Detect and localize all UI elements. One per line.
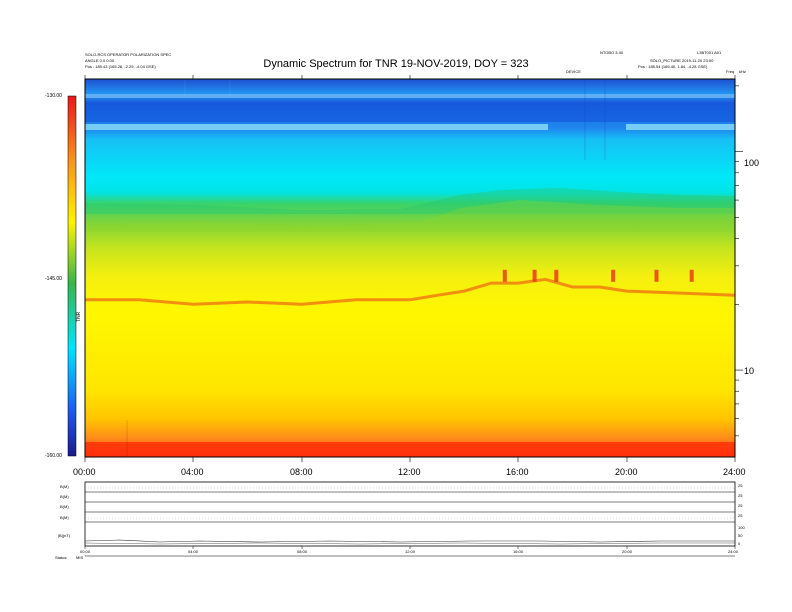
burst-mark-5 [689, 269, 694, 282]
lower-row-label-1: B(M) [60, 494, 69, 499]
lower-panel [84, 481, 736, 557]
header-left-line2: ANGLE 0.0 0.00 [85, 58, 115, 63]
lower-x-tick-0: 00:00 [80, 549, 91, 554]
header-right-line3: Pos : 185.54 (165.40, 1.84, -4.28 GSE) [638, 64, 708, 69]
lower-x-tick-4: 16:00 [513, 549, 524, 554]
header-right-top-a: NTOBO 3.40 [600, 50, 624, 55]
lower-x-tick-6: 24:00 [728, 549, 739, 554]
burst-mark-1 [532, 269, 537, 282]
burst-mark-0 [502, 269, 507, 282]
lower-right-tick-0: 25 [738, 483, 743, 488]
status-value: MIS [76, 555, 84, 560]
x-tick-0: 00:00 [73, 467, 96, 477]
header-left-line1: SOLO-RCS OPERATOR POLARIZATION SPEC [85, 52, 172, 57]
lower-right-tick-2: 25 [738, 503, 743, 508]
header-right-line5: kHz [739, 69, 746, 74]
lower-right-tick-5: 50 [738, 533, 743, 538]
header-right-top-b: L3BT001 A01 [697, 50, 722, 55]
x-tick-6: 24:00 [723, 467, 746, 477]
header-mid-small: DEVICE [566, 69, 581, 74]
chart-title: Dynamic Spectrum for TNR 19-NOV-2019, DO… [263, 58, 529, 70]
lower-row-label-2: B(M) [60, 504, 69, 509]
status-label: Status: [55, 555, 68, 560]
x-tick-2: 08:00 [290, 467, 313, 477]
lower-row-label-3: B(M) [60, 515, 69, 520]
lower-x-tick-3: 12:00 [405, 549, 416, 554]
plasma-line [85, 277, 736, 306]
lower-right-tick-4: 100 [738, 525, 745, 530]
colorbar-tick-top: -130.00 [45, 93, 62, 99]
burst-mark-2 [554, 269, 559, 282]
header-right-line4: Freq [726, 69, 735, 74]
lower-right-tick-6: 0 [738, 541, 741, 546]
burst-mark-3 [611, 269, 616, 282]
colorbar [67, 95, 77, 457]
x-tick-5: 20:00 [615, 467, 638, 477]
lower-x-tick-2: 08:00 [297, 549, 308, 554]
header-right-line2: SOLO_PICTURE 2019-11-20 23:00 [650, 58, 714, 63]
y-tick-100: 100 [744, 158, 760, 168]
lower-right-tick-1: 25 [738, 493, 743, 498]
x-tick-3: 12:00 [398, 467, 421, 477]
spectrogram [85, 79, 736, 457]
x-tick-4: 16:00 [506, 467, 529, 477]
colorbar-tick-mid: -145.00 [45, 276, 62, 282]
x-tick-1: 04:00 [181, 467, 204, 477]
lower-x-tick-5: 20:00 [622, 549, 633, 554]
lower-row-label-0: B(M) [60, 484, 69, 489]
header-left-line3: Pos : 185.43 (165.28, -2.29, -4.04 GSE) [85, 64, 156, 69]
colorbar-tick-bottom: -160.00 [45, 453, 62, 459]
lower-right-tick-3: 25 [738, 513, 743, 518]
lower-row-label-4: |B|(nT) [58, 533, 71, 538]
lower-x-tick-1: 04:00 [188, 549, 199, 554]
burst-mark-4 [654, 269, 659, 282]
y-tick-10: 10 [744, 366, 755, 376]
